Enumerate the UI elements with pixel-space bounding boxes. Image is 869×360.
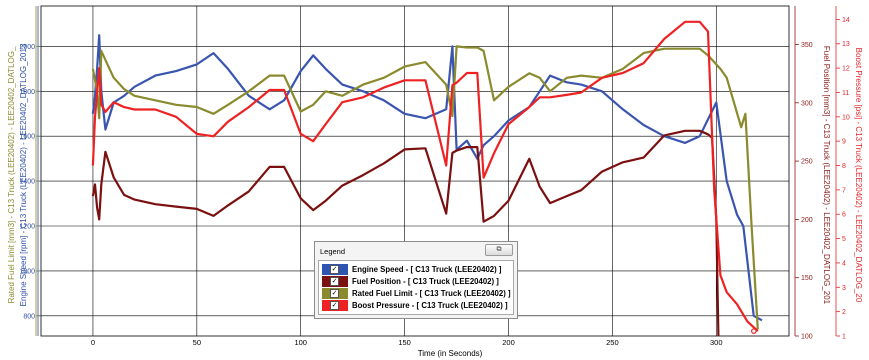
- y-tick-label-engine-speed: 1600: [19, 134, 35, 141]
- series-end-marker: [751, 328, 757, 334]
- y-tick-label-boost-pressure: 14: [842, 17, 850, 24]
- series-lines: [91, 20, 763, 337]
- y-tick-label-boost-pressure: 6: [842, 212, 846, 219]
- series-line-boost-pressure: [91, 20, 759, 332]
- legend-item-boost-pressure[interactable]: ✓ Boost Pressure - [ C13 Truck (LEE20402…: [322, 300, 512, 311]
- y-tick-label-engine-speed: 1200: [19, 224, 35, 231]
- y-tick-label-fuel-position: 150: [801, 275, 813, 282]
- x-tick-label: 50: [193, 338, 201, 347]
- y-tick-label-boost-pressure: 5: [842, 236, 846, 243]
- y-axis-label-boost-pressure: Boost Pressure [psi] - C13 Truck (LEE204…: [854, 48, 863, 303]
- y-tick-label-fuel-position: 300: [801, 100, 813, 107]
- y-tick-label-boost-pressure: 1: [842, 334, 846, 341]
- x-tick-label: 250: [606, 338, 619, 347]
- legend-item-engine-speed[interactable]: ✓ Engine Speed - [ C13 Truck (LEE20402) …: [322, 264, 512, 275]
- y-axis-label-engine-speed: Engine Speed [rpm] - C13 Truck (LEE20402…: [19, 43, 28, 306]
- tick-labels: 0 50 100 150 200 250 3008001000120014001600180…: [19, 17, 849, 347]
- series-line-fuel-position: [91, 129, 720, 337]
- y-tick-label-boost-pressure: 7: [842, 187, 846, 194]
- x-tick-label: 150: [398, 338, 411, 347]
- y-tick-label-boost-pressure: 3: [842, 285, 846, 292]
- y-tick-label-boost-pressure: 9: [842, 139, 846, 146]
- y-tick-label-boost-pressure: 4: [842, 260, 846, 267]
- plot-frame: [40, 5, 790, 337]
- legend-title: Legend: [320, 247, 346, 256]
- x-tick-label: 200: [502, 338, 515, 347]
- series-line-rated-fuel-limit: [91, 45, 759, 330]
- y-tick-label-boost-pressure: 10: [842, 114, 850, 121]
- legend-item-rated-fuel-limit[interactable]: ✓ Rated Fuel Limit - [ C13 Truck (LEE204…: [322, 288, 512, 299]
- legend-checkbox-boost-pressure[interactable]: ✓: [330, 301, 339, 310]
- x-tick-label: 300: [710, 338, 723, 347]
- y-tick-label-engine-speed: 1000: [19, 268, 35, 275]
- y-tick-label-boost-pressure: 2: [842, 309, 846, 316]
- y-tick-label-boost-pressure: 12: [842, 66, 850, 73]
- axis-lines: [35, 5, 837, 337]
- y-axis-label-fuel-position: Fuel Position [mm3] - C13 Truck (LEE2040…: [822, 46, 831, 305]
- y-tick-label-fuel-position: 100: [801, 334, 813, 341]
- legend-label: Boost Pressure - [ C13 Truck (LEE20402) …: [352, 301, 508, 310]
- x-tick-label: 100: [294, 338, 307, 347]
- y-tick-label-boost-pressure: 8: [842, 163, 846, 170]
- y-tick-label-fuel-position: 350: [801, 42, 813, 49]
- y-tick-label-engine-speed: 1800: [19, 89, 35, 96]
- legend-item-fuel-position[interactable]: ✓ Fuel Position - [ C13 Truck (LEE20402)…: [322, 276, 512, 287]
- x-tick-label: 0: [91, 338, 95, 347]
- y-tick-label-fuel-position: 250: [801, 159, 813, 166]
- legend-label: Rated Fuel Limit - [ C13 Truck (LEE20402…: [352, 289, 511, 298]
- legend-checkbox-fuel-position[interactable]: ✓: [330, 277, 339, 286]
- y-tick-label-boost-pressure: 13: [842, 41, 850, 48]
- legend-checkbox-engine-speed[interactable]: ✓: [330, 265, 339, 274]
- grid: [41, 6, 789, 336]
- legend-label: Engine Speed - [ C13 Truck (LEE20402) ]: [352, 265, 502, 274]
- y-tick-label-engine-speed: 800: [23, 313, 35, 320]
- y-tick-label-engine-speed: 1400: [19, 179, 35, 186]
- series-line-engine-speed: [91, 34, 763, 322]
- legend-items: ✓ Engine Speed - [ C13 Truck (LEE20402) …: [318, 260, 514, 315]
- restore-icon[interactable]: ⧉: [485, 244, 513, 256]
- legend[interactable]: Legend ⧉ ✓ Engine Speed - [ C13 Truck (L…: [314, 241, 518, 319]
- legend-checkbox-rated-fuel-limit[interactable]: ✓: [330, 289, 339, 298]
- y-tick-label-boost-pressure: 11: [842, 90, 849, 97]
- legend-label: Fuel Position - [ C13 Truck (LEE20402) ]: [352, 277, 499, 286]
- x-axis-label: Time (in Seconds): [418, 349, 483, 358]
- y-tick-label-fuel-position: 200: [801, 217, 813, 224]
- y-axis-label-rated-fuel-limit: Rated Fuel Limit [mm3] - C13 Truck (LEE2…: [7, 46, 16, 303]
- y-tick-label-engine-speed: 2000: [19, 44, 35, 51]
